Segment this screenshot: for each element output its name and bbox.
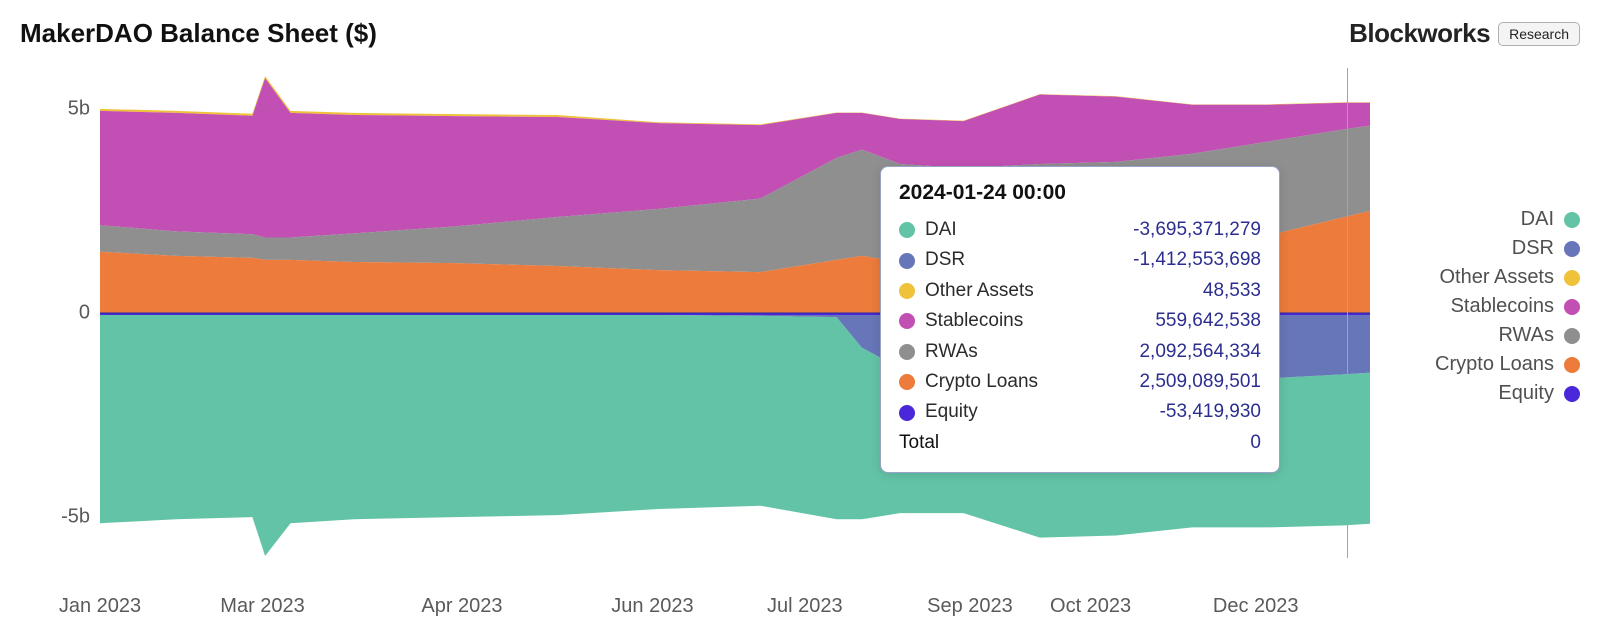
tooltip-row: Crypto Loans 2,509,089,501: [899, 367, 1261, 397]
tooltip-swatch: [899, 222, 915, 238]
legend-item[interactable]: Stablecoins: [1380, 295, 1580, 318]
legend-label: Stablecoins: [1451, 295, 1554, 318]
tooltip-series-value: -1,412,553,698: [1133, 245, 1261, 275]
tooltip-series-label: DAI: [925, 215, 957, 245]
legend-item[interactable]: Equity: [1380, 382, 1580, 405]
chart-title: MakerDAO Balance Sheet ($): [20, 18, 377, 49]
legend-label: Crypto Loans: [1435, 353, 1554, 376]
legend-swatch: [1564, 241, 1580, 257]
tooltip-series-value: 2,509,089,501: [1139, 367, 1261, 397]
tooltip-series-value: 48,533: [1203, 276, 1261, 306]
tooltip-swatch: [899, 344, 915, 360]
tooltip-row: DAI -3,695,371,279: [899, 215, 1261, 245]
research-button[interactable]: Research: [1498, 22, 1580, 46]
tooltip-series-value: -3,695,371,279: [1133, 215, 1261, 245]
legend-label: Equity: [1498, 382, 1554, 405]
tooltip-swatch: [899, 253, 915, 269]
legend-swatch: [1564, 270, 1580, 286]
brand-logo: Blockworks: [1349, 18, 1490, 49]
legend-label: DAI: [1521, 208, 1554, 231]
tooltip-series-label: Stablecoins: [925, 306, 1023, 336]
tooltip-series-value: 2,092,564,334: [1139, 337, 1261, 367]
x-axis-tick: Dec 2023: [1213, 595, 1299, 618]
tooltip-swatch: [899, 313, 915, 329]
legend-item[interactable]: DSR: [1380, 237, 1580, 260]
tooltip-row: Stablecoins 559,642,538: [899, 306, 1261, 336]
legend-swatch: [1564, 212, 1580, 228]
tooltip-total-value: 0: [1250, 428, 1261, 458]
tooltip-series-label: Other Assets: [925, 276, 1034, 306]
tooltip-date: 2024-01-24 00:00: [899, 181, 1261, 205]
x-axis-tick: Mar 2023: [220, 595, 305, 618]
tooltip-row: RWAs 2,092,564,334: [899, 337, 1261, 367]
y-axis-tick: -5b: [30, 506, 90, 529]
legend-item[interactable]: Other Assets: [1380, 266, 1580, 289]
x-axis-tick: Jan 2023: [59, 595, 141, 618]
tooltip-series-value: -53,419,930: [1160, 397, 1261, 427]
legend-swatch: [1564, 328, 1580, 344]
y-axis-tick: 5b: [30, 97, 90, 120]
tooltip-series-label: DSR: [925, 245, 965, 275]
legend-swatch: [1564, 386, 1580, 402]
legend-label: RWAs: [1498, 324, 1554, 347]
x-axis-tick: Jun 2023: [611, 595, 693, 618]
tooltip-row: Equity -53,419,930: [899, 397, 1261, 427]
tooltip-total-label: Total: [899, 428, 939, 458]
tooltip-series-label: RWAs: [925, 337, 978, 367]
chart-container: 5b 0 -5b Jan 2023 Mar 2023 Apr 2023 Jun 2023 J…: [20, 58, 1580, 618]
hover-vertical-line: [1347, 68, 1348, 558]
legend-item[interactable]: RWAs: [1380, 324, 1580, 347]
legend-item[interactable]: Crypto Loans: [1380, 353, 1580, 376]
tooltip-row: DSR -1,412,553,698: [899, 245, 1261, 275]
x-axis-tick: Apr 2023: [421, 595, 502, 618]
legend-item[interactable]: DAI: [1380, 208, 1580, 231]
tooltip-series-label: Crypto Loans: [925, 367, 1038, 397]
x-axis-tick: Oct 2023: [1050, 595, 1131, 618]
legend-swatch: [1564, 357, 1580, 373]
brand-area: Blockworks Research: [1349, 18, 1580, 49]
chart-legend: DAI DSR Other Assets Stablecoins RWAs Crypto …: [1380, 208, 1580, 405]
tooltip-series-label: Equity: [925, 397, 978, 427]
chart-tooltip: 2024-01-24 00:00 DAI -3,695,371,279 DSR -1,…: [880, 166, 1280, 473]
legend-swatch: [1564, 299, 1580, 315]
legend-label: DSR: [1512, 237, 1554, 260]
tooltip-swatch: [899, 374, 915, 390]
tooltip-swatch: [899, 283, 915, 299]
x-axis-tick: Sep 2023: [927, 595, 1013, 618]
tooltip-series-value: 559,642,538: [1155, 306, 1261, 336]
tooltip-row: Other Assets 48,533: [899, 276, 1261, 306]
x-axis-tick: Jul 2023: [767, 595, 843, 618]
tooltip-swatch: [899, 405, 915, 421]
y-axis-tick: 0: [30, 302, 90, 325]
legend-label: Other Assets: [1440, 266, 1555, 289]
